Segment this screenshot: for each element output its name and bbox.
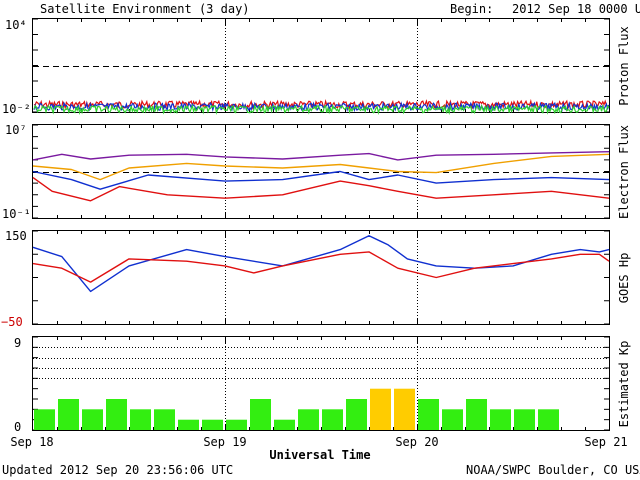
kp-bar-6	[178, 419, 199, 430]
proton-flux-ylabel: Proton Flux	[617, 26, 631, 105]
proton-panel-frame	[32, 18, 610, 113]
goes-hp-panel-frame	[32, 230, 610, 325]
kp-ytick-bottom: 0	[14, 420, 21, 434]
kp-bar-19	[490, 409, 511, 430]
kp-bar-13	[346, 399, 367, 430]
kp-bar-14	[370, 388, 391, 430]
kp-bar-15	[394, 388, 415, 430]
kp-bar-9	[250, 399, 271, 430]
goes-hp-ytick-bottom: −50	[1, 315, 23, 329]
goes-hp-ytick-top: 150	[5, 229, 27, 243]
kp-bar-0	[34, 409, 55, 430]
kp-bar-7	[202, 419, 223, 430]
xtick-sep-20: Sep 20	[395, 435, 438, 449]
chart-title: Satellite Environment (3 day)	[40, 2, 250, 16]
kp-bar-10	[274, 419, 295, 430]
kp-bar-17	[442, 409, 463, 430]
kp-bar-20	[514, 409, 535, 430]
updated-timestamp: Updated 2012 Sep 20 23:56:06 UTC	[2, 463, 233, 477]
kp-bar-2	[82, 409, 103, 430]
kp-bar-3	[106, 399, 127, 430]
electron-series-orange	[32, 153, 610, 181]
kp-bar-21	[538, 409, 559, 430]
kp-bar-11	[298, 409, 319, 430]
goes-hp-series-red	[32, 251, 610, 283]
kp-bar-16	[418, 399, 439, 430]
kp-bar-8	[226, 419, 247, 430]
estimated-kp-ylabel: Estimated Kp	[617, 341, 631, 428]
electron-series-blue	[32, 170, 610, 190]
proton-ytick-top: 10⁴	[5, 18, 27, 32]
x-axis-title: Universal Time	[269, 448, 370, 462]
xtick-sep-21: Sep 21	[584, 435, 627, 449]
electron-flux-ylabel: Electron Flux	[617, 125, 631, 219]
proton-series-blue	[33, 101, 610, 113]
xtick-sep-19: Sep 19	[203, 435, 246, 449]
begin-value: 2012 Sep 18 0000 UTC	[512, 2, 640, 16]
electron-series-purple	[32, 151, 610, 161]
panel-frames	[32, 18, 610, 431]
electron-ytick-top: 10⁷	[5, 123, 27, 137]
proton-series-green	[33, 103, 610, 116]
kp-panel-frame	[32, 336, 610, 431]
electron-ytick-bottom: 10⁻¹	[2, 207, 31, 221]
begin-label: Begin:	[450, 2, 493, 16]
xtick-sep-18: Sep 18	[10, 435, 53, 449]
goes-hp-ylabel: GOES Hp	[617, 253, 631, 304]
kp-bar-4	[130, 409, 151, 430]
kp-bar-5	[154, 409, 175, 430]
proton-ytick-bottom: 10⁻²	[2, 102, 31, 116]
electron-series-red	[32, 177, 610, 202]
electron-panel-frame	[32, 124, 610, 219]
kp-bar-12	[322, 409, 343, 430]
goes-hp-series-blue	[32, 235, 610, 293]
kp-ytick-top: 9	[14, 336, 21, 350]
credit-text: NOAA/SWPC Boulder, CO USA	[466, 463, 640, 477]
kp-bar-18	[466, 399, 487, 430]
kp-bar-1	[58, 399, 79, 430]
plot-layer	[32, 18, 610, 431]
